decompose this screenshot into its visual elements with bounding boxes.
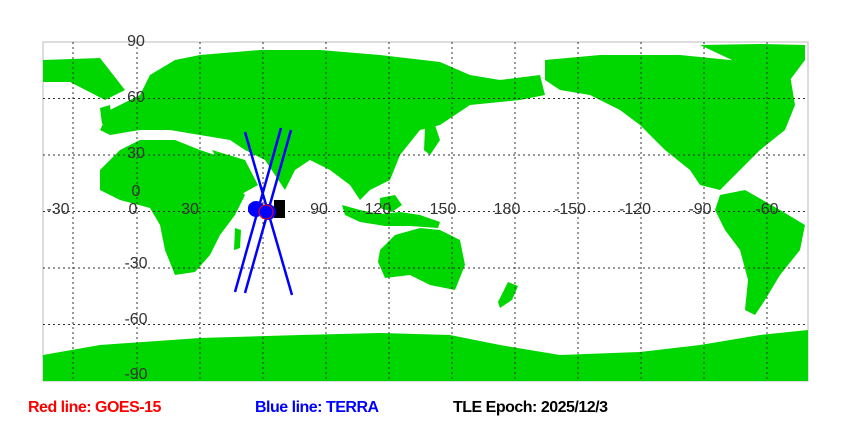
landmass-greenland (700, 44, 805, 92)
longitude-labels: -300306090120150180-150-120-90-60 (46, 201, 778, 218)
longitude-label: -90 (688, 201, 711, 218)
land-masses (43, 44, 808, 381)
subsatellite-marker-square (274, 200, 285, 218)
landmass-antarctica (43, 330, 808, 381)
landmass-japan (424, 125, 440, 155)
longitude-label: -120 (619, 201, 651, 218)
latitude-label: 90 (127, 33, 145, 50)
landmass-africa (100, 140, 245, 275)
landmass-australia (378, 228, 465, 290)
graticule (43, 42, 808, 381)
landmass-borneo (380, 195, 402, 212)
longitude-label: 120 (365, 201, 392, 218)
landmass-north-america (545, 55, 795, 190)
latitude-label: -60 (124, 311, 147, 328)
landmass-madagascar (234, 228, 241, 250)
longitude-label: -60 (755, 201, 778, 218)
longitude-label: -150 (554, 201, 586, 218)
goes-position-marker (258, 204, 274, 220)
legend-tle-epoch: TLE Epoch: 2025/12/3 (453, 399, 608, 416)
longitude-label: 150 (430, 201, 457, 218)
longitude-label: 90 (310, 201, 328, 218)
landmass-scandinavia (43, 58, 125, 100)
longitude-label: 30 (181, 201, 199, 218)
landmass-eurasia (100, 50, 545, 200)
latitude-label: -30 (124, 255, 147, 272)
landmass-arabia (212, 150, 258, 195)
longitude-label: -30 (46, 201, 69, 218)
latitude-label: 0 (132, 183, 141, 200)
latitude-label: -90 (124, 366, 147, 383)
latitude-labels: 90 60 30 0 -30 -60 -90 (124, 33, 147, 383)
landmass-new-zealand (498, 282, 518, 308)
terra-position-marker (248, 201, 264, 217)
latitude-label: 60 (127, 89, 145, 106)
legend-blue-line: Blue line: TERRA (255, 399, 379, 416)
longitude-label: 0 (129, 201, 138, 218)
legend-red-line: Red line: GOES-15 (28, 399, 161, 416)
longitude-label: 180 (494, 201, 521, 218)
landmass-indonesia (342, 205, 440, 228)
landmass-south-america (715, 190, 805, 315)
latitude-label: 30 (127, 145, 145, 162)
landmass-uk (100, 105, 112, 124)
